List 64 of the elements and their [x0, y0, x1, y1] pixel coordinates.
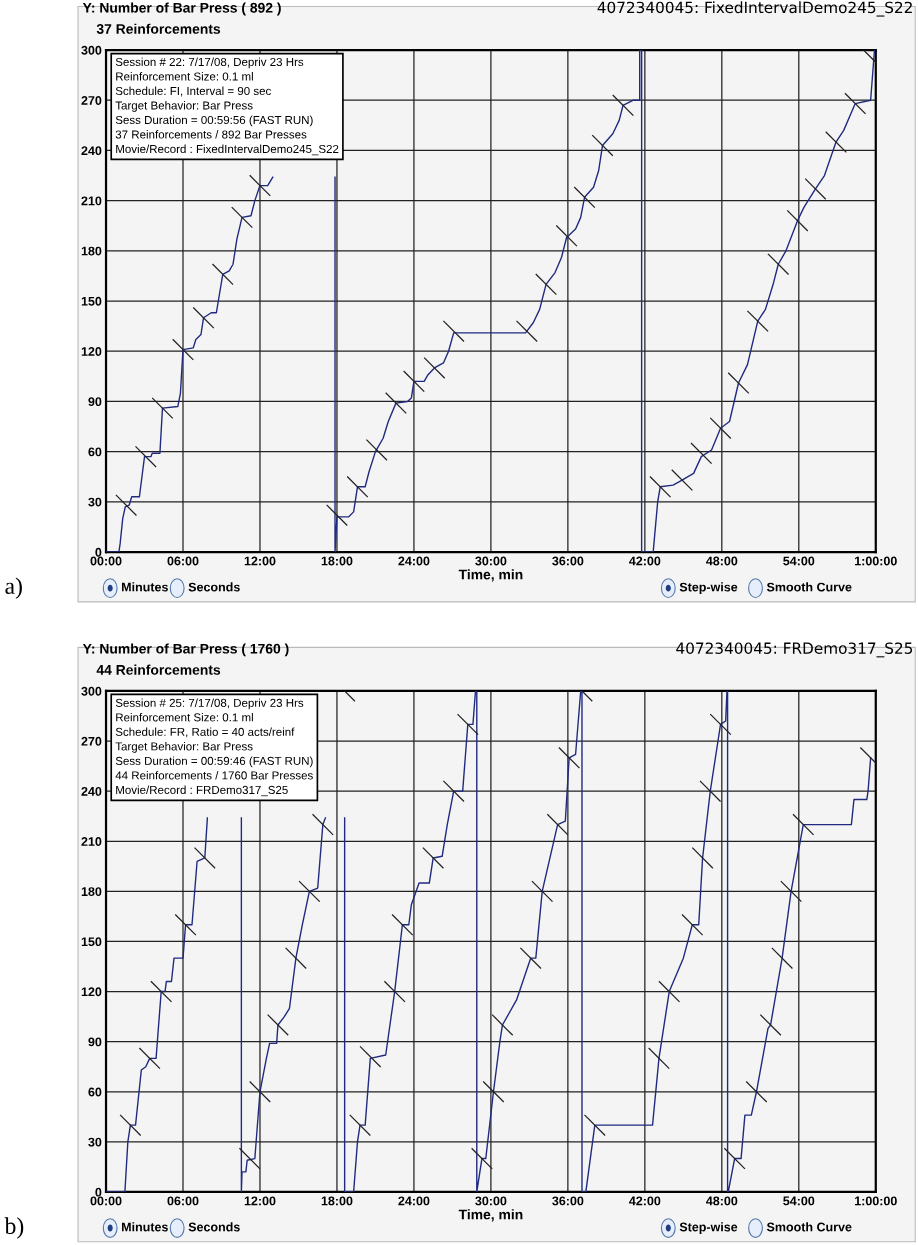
x-tick-label: 00:00 — [90, 1196, 122, 1206]
x-tick-label: 42:00 — [629, 556, 661, 566]
x-tick-label: 24:00 — [398, 556, 430, 566]
y-tick-label: 90 — [88, 1037, 102, 1047]
text: b) — [4, 1217, 24, 1239]
x-tick-label: 30:00 — [475, 556, 507, 566]
x-tick-label: 12:00 — [244, 1196, 276, 1206]
x-tick-label: 54:00 — [783, 1196, 815, 1206]
y-tick-label: 210 — [81, 196, 102, 206]
y-tick-label: 0 — [95, 547, 102, 557]
annotation: Session # 22: 7/17/08, Depriv 23 Hrs Reinforcement Size: 0.1 ml Schedule: FI, Interval = 90 sec Target Behavior: Bar Press Sess Duration = 00:59:56 (FAST RUN) 37 Reinforcements / 892 Bar Presses Movie/Record : FixedIntervalDemo245_S22 — [115, 57, 339, 156]
text: Step-wise — [679, 582, 738, 594]
text: Seconds — [188, 582, 240, 592]
text: Step-wise — [679, 1222, 738, 1234]
x-tick-label: 18:00 — [321, 556, 353, 566]
y-tick-label: 60 — [88, 1087, 102, 1097]
x-tick-label: 48:00 — [706, 1196, 738, 1206]
x-tick-label: 06:00 — [167, 556, 199, 566]
text: Smooth Curve — [766, 582, 852, 592]
y-tick-label: 300 — [81, 686, 102, 696]
y-tick-label: 210 — [81, 837, 102, 846]
chart-subtitle: 37 Reinforcements — [96, 23, 221, 34]
y-tick-label: 120 — [81, 347, 102, 356]
text: Minutes — [122, 582, 168, 592]
y-tick-label: 30 — [88, 497, 102, 507]
y-tick-label: 180 — [81, 887, 102, 897]
y-tick-label: 30 — [88, 1137, 102, 1147]
x-tick-label: 42:00 — [629, 1196, 661, 1206]
text: 4072340045: FixedIntervalDemo245_S22 — [597, 1, 912, 17]
x-tick-label: 48:00 — [706, 556, 738, 566]
x-tick-label: 1:00:00 — [855, 556, 897, 566]
y-tick-label: 150 — [81, 296, 102, 306]
y-tick-label: 120 — [81, 987, 102, 997]
text: 4072340045: FRDemo317_S25 — [676, 642, 913, 658]
text: Smooth Curve — [766, 1222, 852, 1232]
x-axis-title: Time, min — [458, 569, 523, 582]
y-tick-label: 0 — [95, 1187, 102, 1197]
x-tick-label: 30:00 — [475, 1196, 507, 1206]
y-tick-label: 270 — [81, 96, 102, 105]
x-tick-label: 18:00 — [321, 1196, 353, 1206]
x-tick-label: 36:00 — [552, 556, 584, 566]
chart-subtitle: 44 Reinforcements — [96, 664, 221, 675]
chart-title: Y: Number of Bar Press ( 1760 ) — [82, 643, 289, 657]
chart-title: Y: Number of Bar Press ( 892 ) — [82, 2, 281, 16]
y-tick-label: 90 — [88, 397, 102, 407]
text: Seconds — [188, 1222, 240, 1232]
x-axis-title: Time, min — [458, 1209, 523, 1222]
x-tick-label: 00:00 — [90, 556, 122, 566]
y-tick-label: 60 — [88, 447, 102, 457]
x-tick-label: 24:00 — [398, 1196, 430, 1206]
x-tick-label: 54:00 — [783, 556, 815, 566]
x-tick-label: 1:00:00 — [855, 1196, 897, 1206]
text: Minutes — [122, 1222, 168, 1232]
y-tick-label: 300 — [81, 45, 102, 55]
y-tick-label: 240 — [81, 786, 102, 796]
y-tick-label: 150 — [81, 937, 102, 947]
y-tick-label: 270 — [81, 736, 102, 746]
text: a) — [5, 577, 22, 599]
y-tick-label: 240 — [81, 146, 102, 156]
x-tick-label: 12:00 — [244, 556, 276, 566]
x-tick-label: 06:00 — [167, 1196, 199, 1206]
x-tick-label: 36:00 — [552, 1196, 584, 1206]
y-tick-label: 180 — [81, 246, 102, 256]
annotation: Session # 25: 7/17/08, Depriv 23 Hrs Reinforcement Size: 0.1 ml Schedule: FR, Ratio = 40 acts/reinf Target Behavior: Bar Press Sess Duration = 00:59:46 (FAST RUN) 44 Reinforcements / 1760 Bar Presses Movie/Record : FRDemo317_S25 — [115, 698, 313, 797]
